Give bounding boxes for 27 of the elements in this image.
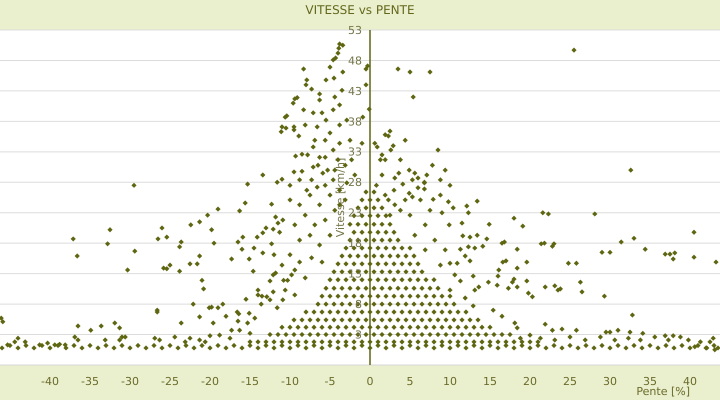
x-tick-label: -30	[121, 374, 139, 388]
x-tick-label: 20	[523, 374, 537, 388]
x-tick-label: 15	[483, 374, 497, 388]
x-tick-label: 25	[563, 374, 577, 388]
x-tick-label: 35	[643, 374, 657, 388]
x-tick-label: -25	[161, 374, 179, 388]
y-tick-label: 33	[348, 146, 362, 159]
x-tick-label: -35	[81, 374, 99, 388]
x-tick-label: 40	[683, 374, 697, 388]
y-tick-label: 38	[348, 115, 362, 128]
y-tick-label: 48	[348, 54, 362, 68]
x-tick-label: -20	[201, 374, 219, 388]
chart-title: VITESSE vs PENTE	[304, 2, 416, 18]
y-tick-label: 23	[348, 206, 362, 220]
y-tick-label: 53	[348, 24, 362, 37]
x-tick-label: 5	[406, 374, 414, 388]
y-tick-label: 43	[348, 84, 362, 98]
y-axis-title: Vitesse [km/h]	[334, 158, 347, 238]
x-tick-label: 0	[366, 374, 374, 388]
x-tick-label: -15	[241, 374, 259, 388]
x-tick-label: -10	[281, 374, 299, 388]
x-tick-label: 10	[443, 374, 457, 388]
x-axis-title: Pente [%]	[636, 385, 690, 398]
x-tick-label: -5	[324, 374, 336, 388]
x-tick-label: -40	[41, 374, 59, 388]
x-tick-label: 30	[603, 374, 617, 388]
y-tick-label: 28	[348, 176, 362, 190]
